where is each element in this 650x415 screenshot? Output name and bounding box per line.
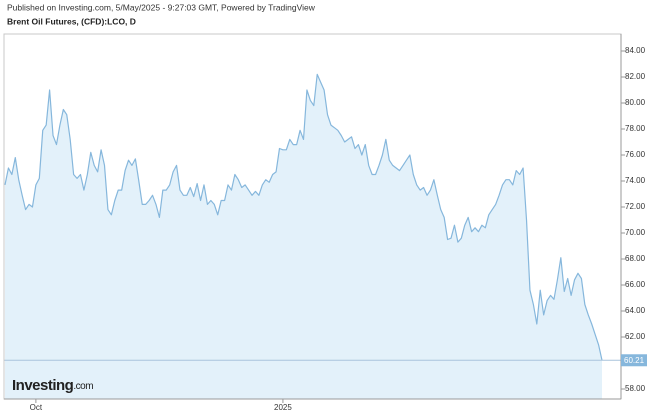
y-tick-label: 74.00	[625, 176, 646, 185]
logo-text: Investing	[12, 377, 74, 394]
y-tick-label: 62.00	[625, 332, 646, 341]
y-tick-label: 72.00	[625, 202, 646, 211]
y-tick-label: 68.00	[625, 254, 646, 263]
chart-title: Brent Oil Futures, (CFD):LCO, D	[7, 16, 136, 26]
last-price-box	[621, 354, 647, 367]
logo-suffix: .com	[73, 381, 93, 392]
last-price-label: 60.21	[624, 356, 645, 365]
published-note: Published on Investing.com, 5/May/2025 -…	[7, 2, 316, 12]
price-line	[4, 73, 603, 361]
y-tick-label: 82.00	[625, 72, 646, 81]
logo: Investing.com	[12, 377, 93, 394]
y-tick-label: 76.00	[625, 150, 646, 159]
y-tick-label: 70.00	[625, 228, 646, 237]
y-tick-label: 66.00	[625, 280, 646, 289]
y-tick-label: 80.00	[625, 98, 646, 107]
x-tick-label: 2025	[274, 403, 292, 412]
y-tick-label: 78.00	[625, 124, 646, 133]
plot-area	[4, 73, 621, 400]
y-tick-label: 58.00	[625, 384, 646, 393]
area-fill	[5, 74, 602, 400]
y-tick-label: 84.00	[625, 46, 646, 55]
x-tick-label: Oct	[30, 403, 43, 412]
y-tick-label: 64.00	[625, 306, 646, 315]
